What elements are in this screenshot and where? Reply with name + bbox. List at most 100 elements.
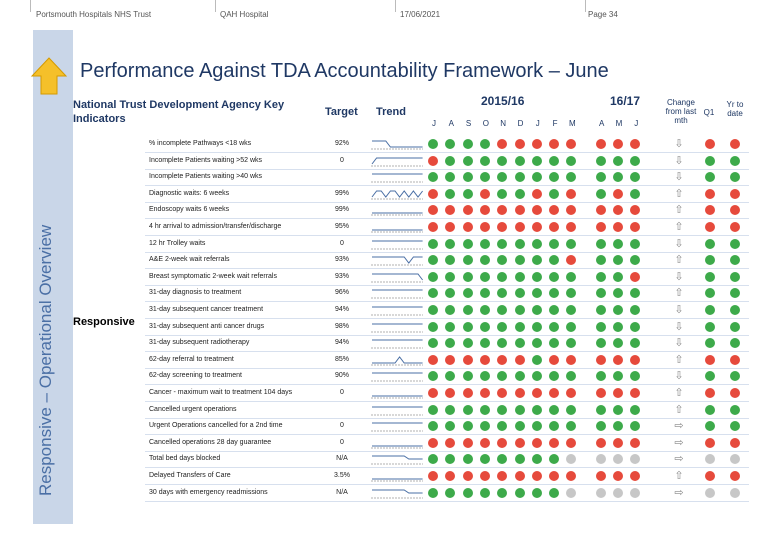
status-dot	[514, 454, 525, 465]
status-dot	[630, 222, 641, 232]
status-dot	[479, 222, 490, 232]
arrow-up-icon: ⇧	[674, 287, 684, 300]
arrow-right-icon: ⇨	[674, 436, 684, 449]
q1-status-dot	[705, 421, 715, 432]
status-dot	[462, 288, 473, 299]
ytd-status-dot	[730, 172, 740, 183]
status-dot	[497, 271, 508, 282]
status-dot	[428, 437, 438, 448]
status-dot	[445, 238, 456, 249]
status-dot	[479, 338, 490, 349]
indicator-label: A&E 2-week wait referrals	[149, 256, 230, 264]
status-dot	[462, 321, 473, 332]
status-dot	[531, 305, 542, 315]
trend-sparkline	[371, 455, 423, 465]
target-value: 90%	[334, 372, 349, 380]
indicator-label: 12 hr Trolley waits	[149, 239, 206, 247]
table-row: Urgent Operations cancelled for a 2nd ti…	[145, 418, 749, 436]
status-dot	[630, 437, 641, 448]
status-dot	[514, 271, 525, 282]
q1-status-dot	[705, 388, 715, 398]
status-dot	[445, 271, 456, 282]
indicator-label: 31-day subsequent anti cancer drugs	[149, 322, 265, 330]
status-dot	[497, 471, 508, 481]
status-dot	[445, 404, 456, 415]
status-dot	[549, 288, 560, 299]
arrow-right-icon: ⇨	[674, 486, 684, 499]
status-dot	[445, 288, 456, 299]
status-dot	[428, 305, 438, 315]
ytd-status-dot	[730, 222, 740, 232]
status-dot	[497, 338, 508, 349]
status-dot	[497, 255, 508, 266]
trend-line	[372, 455, 423, 460]
status-dot	[549, 172, 560, 183]
table-row: A&E 2-week wait referrals 93% ⇧	[145, 252, 749, 270]
status-dot	[566, 338, 577, 349]
status-dot	[514, 238, 525, 249]
month-label: J	[432, 119, 436, 128]
indicators-heading: National Trust Development Agency Key In…	[73, 99, 285, 125]
status-dot	[531, 222, 542, 232]
year-heading-2016: 16/17	[610, 94, 641, 108]
q1-status-dot	[705, 222, 715, 232]
status-dot	[549, 271, 560, 282]
status-dot	[549, 388, 560, 398]
status-dot	[462, 172, 473, 183]
status-dot	[445, 222, 456, 232]
status-dot	[595, 205, 606, 216]
status-dot	[566, 271, 577, 282]
status-dot	[479, 487, 490, 498]
status-dot	[445, 487, 456, 498]
kpi-table: National Trust Development Agency Key In…	[73, 88, 753, 528]
status-dot	[479, 271, 490, 282]
table-row: 31-day subsequent anti cancer drugs 98% ⇩	[145, 319, 749, 336]
status-dot	[428, 388, 438, 398]
status-dot	[497, 188, 508, 199]
q1-status-dot	[705, 238, 715, 249]
ytd-status-dot	[730, 354, 740, 365]
ytd-status-dot	[730, 271, 740, 282]
header-page: Page 34	[588, 10, 618, 19]
q1-status-dot	[705, 188, 715, 199]
status-dot	[566, 371, 577, 382]
indicator-label: 4 hr arrival to admission/transfer/disch…	[149, 223, 282, 230]
status-dot	[549, 404, 560, 415]
status-dot	[613, 321, 623, 332]
status-dot	[462, 188, 473, 199]
status-dot	[514, 305, 525, 315]
status-dot	[613, 139, 623, 149]
status-dot	[428, 354, 438, 365]
status-dot	[531, 188, 542, 199]
status-dot	[613, 205, 623, 216]
target-value: 0	[340, 438, 344, 446]
status-dot	[462, 404, 473, 415]
status-dot	[566, 354, 577, 365]
ytd-status-dot	[730, 188, 740, 199]
status-dot	[531, 471, 542, 481]
trend-sparkline	[371, 406, 423, 415]
status-dot	[428, 271, 438, 282]
status-dot	[549, 421, 560, 432]
status-dot	[531, 155, 542, 166]
status-dot	[428, 238, 438, 249]
status-dot	[613, 271, 623, 282]
indicator-label: Incomplete Patients waiting >40 wks	[149, 173, 263, 181]
trend-sparkline	[371, 229, 423, 233]
header-divider	[585, 0, 586, 12]
status-dot	[445, 155, 456, 166]
status-dot	[613, 454, 623, 465]
status-dot	[549, 437, 560, 448]
indicator-label: Diagnostic waits: 6 weeks	[149, 189, 230, 197]
status-dot	[428, 155, 438, 166]
status-dot	[514, 321, 525, 332]
status-dot	[630, 188, 641, 199]
target-value	[319, 402, 365, 418]
status-dot	[497, 155, 508, 166]
status-dot	[497, 305, 508, 315]
status-dot	[497, 454, 508, 465]
status-dot	[549, 305, 560, 315]
arrow-up-icon: ⇧	[674, 403, 684, 416]
status-dot	[428, 471, 438, 481]
change-heading: Change from last mth	[665, 98, 697, 125]
